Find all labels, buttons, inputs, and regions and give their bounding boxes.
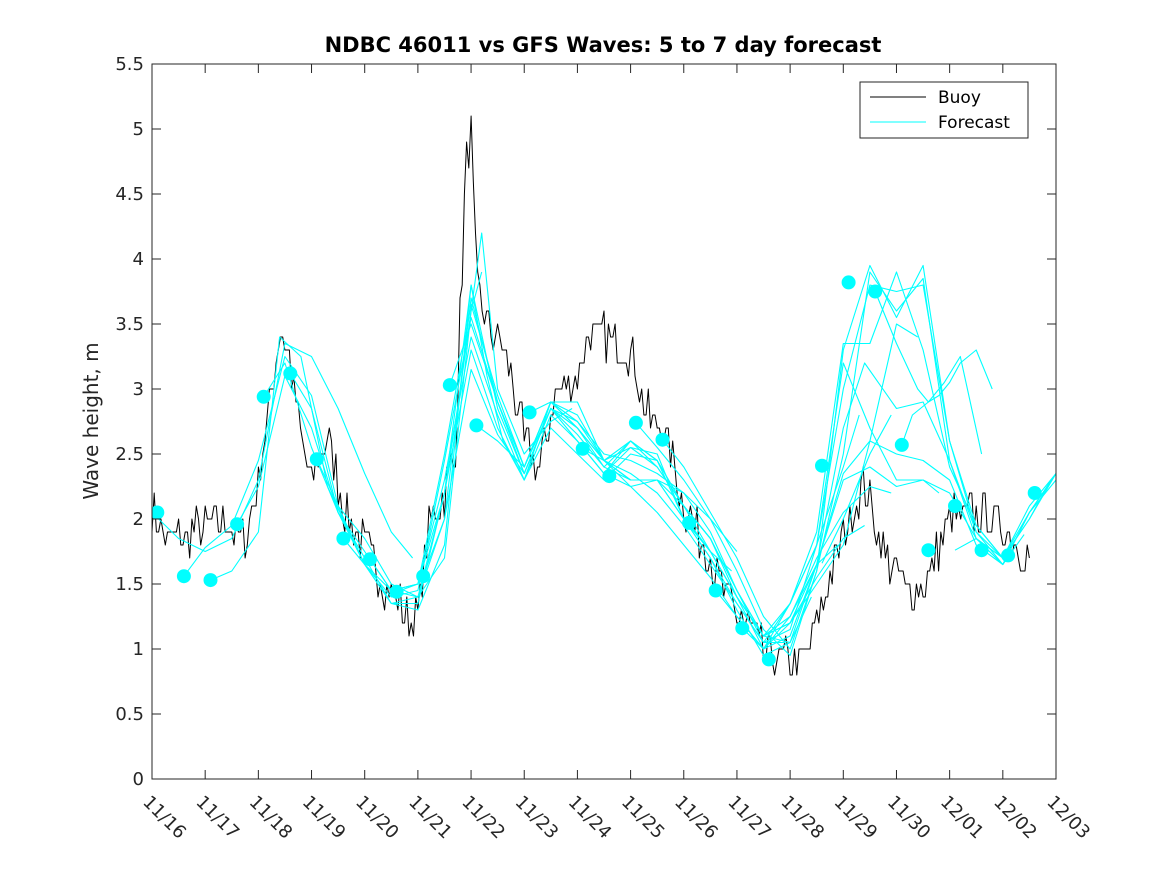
y-tick-label: 3.5 [115,314,144,335]
forecast-marker [974,543,989,558]
forecast-series-line-24 [901,355,983,455]
forecast-marker [283,366,298,381]
forecast-marker [256,389,271,404]
y-tick-label: 1 [133,639,144,660]
forecast-marker [1027,486,1042,500]
forecast-marker [575,441,590,456]
forecast-marker [336,531,351,546]
legend-box [859,81,1029,139]
legend: Buoy Forecast [859,81,1029,139]
forecast-marker [309,452,324,467]
forecast-marker [1001,548,1016,563]
forecast-series-line-1 [152,342,414,559]
forecast-marker [203,573,218,588]
y-tick-label: 3 [133,379,144,400]
y-tick-label: 2 [133,509,144,530]
forecast-marker [230,517,245,532]
forecast-marker [442,378,457,393]
data-layer [152,115,1056,676]
forecast-series-line-16 [609,284,1052,650]
forecast-marker [921,543,936,558]
forecast-series-line-22 [821,414,892,564]
legend-buoy-label: Buoy [938,88,981,108]
y-tick-label: 4.5 [115,184,144,205]
forecast-marker [761,652,776,667]
y-tick-label: 5 [133,119,144,140]
y-axis-label: Wave height, m [79,342,103,499]
forecast-series-line-17 [635,271,1056,657]
forecast-marker [416,569,431,584]
forecast-marker [735,621,750,636]
forecast-marker [682,515,697,530]
forecast-series-line-18 [662,264,1056,650]
forecast-marker [948,499,962,513]
forecast-marker [655,432,670,447]
axes-box [151,63,1057,780]
forecast-marker [152,505,165,520]
y-tick-label: 5.5 [115,54,144,75]
forecast-marker [522,405,537,420]
legend-forecast-label: Forecast [938,113,1010,133]
forecast-series-line-3 [210,232,573,605]
y-tick-label: 2.5 [115,444,144,465]
chart-title: NDBC 46011 vs GFS Waves: 5 to 7 day fore… [325,33,882,57]
forecast-series-line-11 [422,368,892,637]
y-tick-label: 1.5 [115,574,144,595]
y-tick-label: 0.5 [115,704,144,725]
forecast-series-line-8 [342,316,812,657]
y-tick-label: 4 [133,249,144,270]
forecast-marker [708,583,723,598]
forecast-marker [389,584,404,599]
forecast-marker [363,552,377,567]
forecast-marker [815,458,829,473]
forecast-series-line-23 [874,291,993,403]
forecast-series-line-4 [236,284,685,611]
forecast-marker [894,437,909,452]
forecast-marker [868,284,883,299]
forecast-marker [176,569,191,584]
forecast-marker [469,418,484,433]
forecast-marker [628,415,643,430]
forecast-marker [841,275,856,290]
forecast-marker [602,469,617,484]
y-tick-label: 0 [133,769,144,790]
